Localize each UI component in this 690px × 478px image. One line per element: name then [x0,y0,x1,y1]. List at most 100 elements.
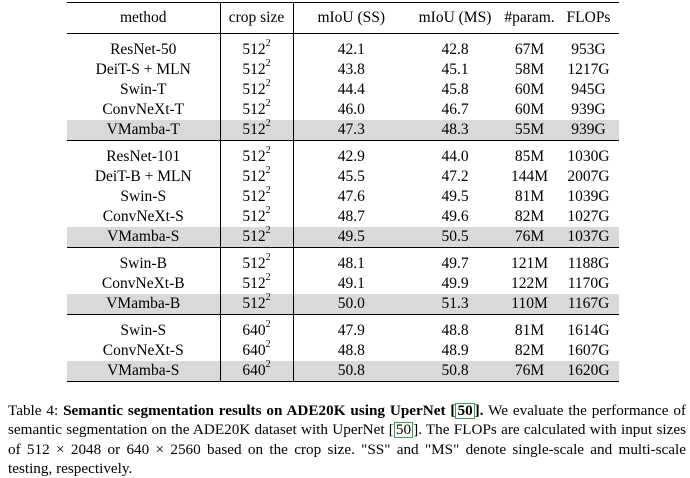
cell-miou-ms: 51.3 [409,294,501,315]
cell-miou-ss: 42.1 [337,41,365,58]
header-miou-ss: mIoU (SS) [293,2,409,34]
crop-exponent: 2 [265,77,271,89]
cell-miou-ss: 42.9 [293,140,409,167]
cell-flops: 939G [558,120,619,141]
cell-method: Swin-S [67,314,221,341]
table-header: method crop size mIoU (SS) mIoU (MS) #pa… [67,2,619,34]
cell-params: 76M [501,361,558,382]
table-row: VMamba-T 5122 47.3 48.3 55M 939G [67,118,619,141]
table-row: VMamba-S 5122 49.5 50.5 76M 1037G [67,224,619,248]
cell-crop-size: 5122 [220,140,294,167]
crop-exponent: 2 [265,204,271,216]
cell-flops: 1188G [558,247,619,274]
table-row: ResNet-101 5122 42.9 44.0 85M 1030G [67,140,619,167]
table-row: ConvNeXt-S 6402 48.8 48.9 82M 1607G [67,338,619,361]
cell-crop-size: 5122 [220,185,294,207]
table-row: ConvNeXt-T 5122 46.0 46.7 60M 939G [67,97,619,120]
table-row: DeiT-S + MLN 5122 43.8 45.1 58M 1217G [67,57,619,80]
crop-exponent: 2 [265,164,271,176]
header-miou-ms: mIoU (MS) [409,2,501,34]
cell-params: 144M [510,168,549,185]
table-row: ResNet-50 5122 42.1 42.8 67M 953G [67,33,619,60]
cell-miou-ms: 49.5 [441,188,469,205]
cell-miou-ms: 50.5 [409,227,501,248]
crop-exponent: 2 [265,271,271,283]
crop-exponent: 2 [265,57,271,69]
cell-method: Swin-B [67,247,221,274]
cell-method: Swin-T [67,80,221,100]
cell-method: ConvNeXt-T [67,100,221,120]
table-group: Swin-B 5122 48.1 49.7 121M 1188G ConvNeXt-B 512… [67,247,619,315]
cell-flops: 1607G [567,342,610,359]
cell-miou-ss: 45.5 [337,168,365,185]
cell-flops: 1027G [567,208,610,225]
cell-miou-ss: 49.1 [337,275,365,292]
citation-link[interactable]: 50 [393,421,414,439]
cell-crop-size: 6402 [220,314,294,341]
cell-flops: 2007G [567,168,610,185]
cell-miou-ss: 44.4 [337,81,365,98]
cell-crop-size: 5122 [220,204,294,227]
cell-flops: 1039G [567,188,610,205]
cell-miou-ms: 45.1 [441,61,469,78]
cell-params: 82M [514,208,545,225]
citation-link[interactable]: 50 [455,402,475,419]
cell-miou-ms: 48.9 [441,342,469,359]
cell-method: ResNet-101 [67,140,221,167]
crop-exponent: 2 [265,224,271,236]
cell-flops: 1620G [558,361,619,382]
cell-method: ConvNeXt-S [67,341,221,361]
cell-miou-ms: 49.6 [441,208,469,225]
cell-miou-ss: 48.8 [337,342,365,359]
cell-miou-ms: 42.8 [441,41,469,58]
cell-method: ConvNeXt-S [67,207,221,227]
cell-miou-ss: 47.6 [337,188,365,205]
cell-method: ConvNeXt-B [67,274,221,294]
cell-crop-size: 5122 [220,292,294,315]
caption-label: Table 4: [8,402,59,419]
crop-exponent: 2 [265,338,271,350]
cell-miou-ss: 49.5 [293,227,409,248]
crop-exponent: 2 [265,358,271,370]
cell-flops: 945G [571,81,606,98]
cell-crop-size: 5122 [220,57,294,80]
table-group: Swin-S 6402 47.9 48.8 81M 1614G ConvNeXt-S 6402… [67,314,619,382]
cell-params: 81M [514,188,545,205]
cell-miou-ss: 43.8 [337,61,365,78]
header-params: #param. [501,2,558,34]
cell-crop-size: 5122 [220,97,294,120]
crop-exponent: 2 [265,318,271,330]
cell-method: ResNet-50 [67,33,221,60]
cell-crop-size: 6402 [220,358,294,382]
cell-crop-size: 5122 [220,247,294,274]
table-row: Swin-S 6402 47.9 48.8 81M 1614G [67,314,619,341]
cell-crop-size: 5122 [220,77,294,100]
cell-miou-ms: 44.0 [409,140,501,167]
cell-params: 55M [501,120,558,141]
header-crop-size: crop size [220,2,294,34]
cell-method: Swin-S [67,187,221,207]
cell-method: DeiT-S + MLN [67,60,221,80]
crop-exponent: 2 [265,37,271,49]
cell-miou-ss: 47.9 [293,314,409,341]
header-method: method [67,2,221,34]
cell-params: 110M [501,294,558,315]
table-row: Swin-S 5122 47.6 49.5 81M 1039G [67,185,619,207]
cell-flops: 1170G [567,275,610,292]
cell-crop-size: 6402 [220,338,294,361]
table-group: ResNet-101 5122 42.9 44.0 85M 1030G DeiT-B + M… [67,140,619,248]
cell-method: VMamba-B [67,294,221,315]
cell-miou-ms: 45.8 [441,81,469,98]
caption-text-end: ]. The FLOPs are calculated with input s… [8,421,686,477]
caption-title: Semantic segmentation results on ADE20K … [63,402,484,419]
table-row: Swin-T 5122 44.4 45.8 60M 945G [67,77,619,100]
cell-flops: 1614G [558,314,619,341]
cell-miou-ss: 47.3 [293,120,409,141]
crop-exponent: 2 [265,97,271,109]
cell-params: 82M [514,342,545,359]
cell-flops: 1217G [567,61,610,78]
cell-crop-size: 5122 [220,271,294,294]
cell-miou-ss: 46.0 [337,101,365,118]
cell-params: 58M [514,61,545,78]
header-flops: FLOPs [558,2,619,34]
